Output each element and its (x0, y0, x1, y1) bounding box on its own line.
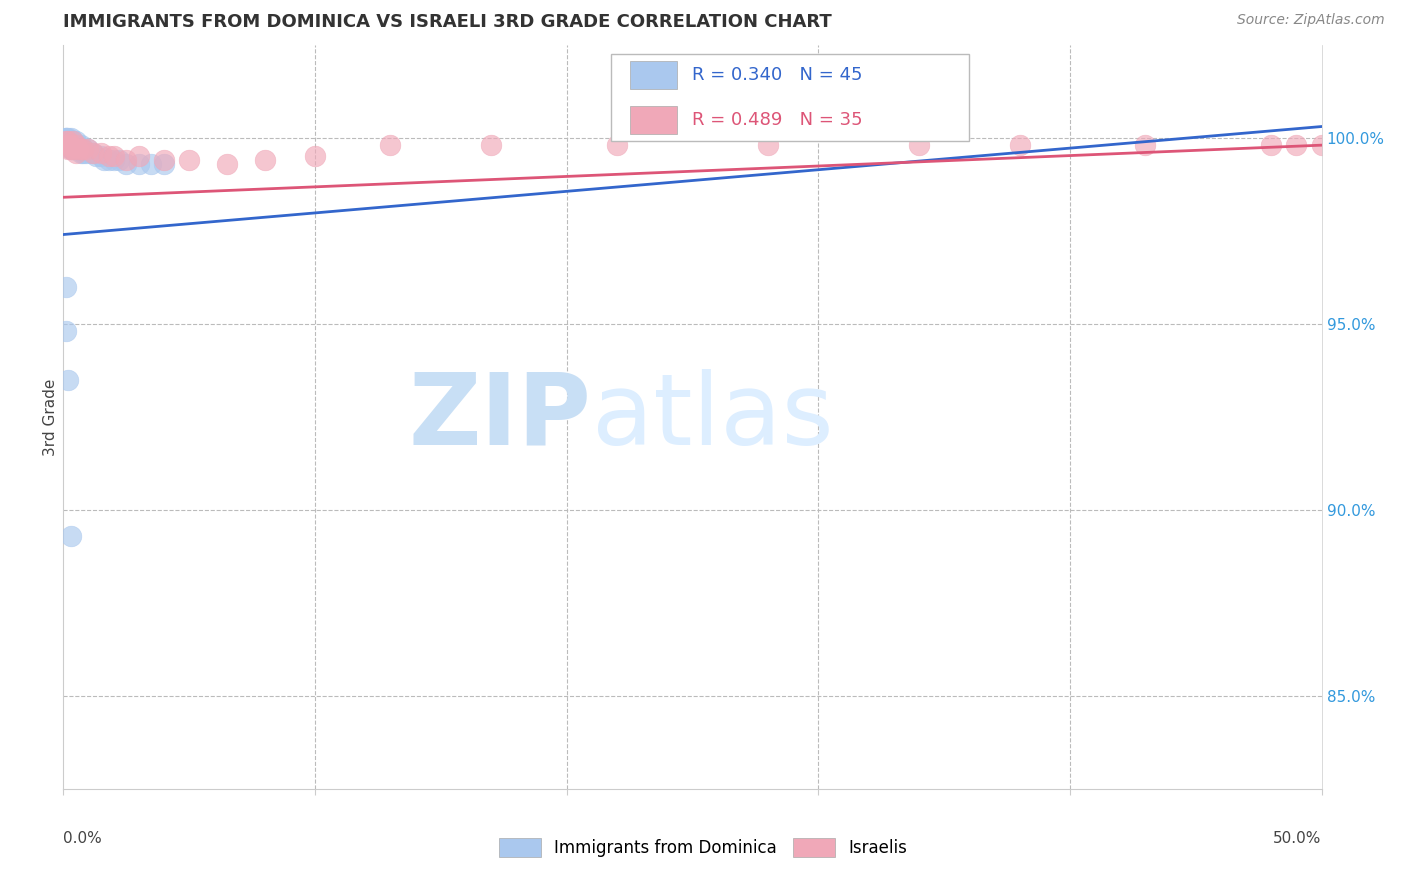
Point (253, 153, 276, 167)
Text: R = 0.340   N = 45: R = 0.340 N = 45 (693, 66, 863, 84)
Point (70, 138, 93, 153)
Point (62, 135, 84, 149)
Point (55, 135, 77, 149)
Point (1135, 138, 1157, 153)
Point (65, 138, 87, 153)
Point (59, 142, 82, 156)
Point (58, 142, 80, 156)
Point (1285, 138, 1308, 153)
Point (59, 138, 82, 153)
Point (128, 149, 150, 163)
Text: Source: ZipAtlas.com: Source: ZipAtlas.com (1237, 13, 1385, 28)
Point (65, 138, 87, 153)
Point (107, 153, 129, 167)
Point (97, 149, 120, 163)
Point (59, 142, 82, 156)
Point (70, 142, 93, 156)
Point (55, 138, 77, 153)
Point (59, 135, 82, 149)
Point (115, 157, 138, 171)
Bar (630, 61, 678, 89)
Point (1008, 138, 1031, 153)
Point (93, 153, 115, 167)
Point (67, 138, 90, 153)
Point (62, 142, 84, 156)
Point (72, 142, 94, 156)
Legend: Immigrants from Dominica, Israelis: Immigrants from Dominica, Israelis (492, 831, 914, 864)
Point (58, 373, 80, 387)
Point (908, 138, 931, 153)
Point (304, 149, 326, 163)
Point (82, 145, 104, 160)
Point (65, 145, 87, 160)
Point (67, 142, 90, 156)
Point (128, 157, 150, 171)
Point (55, 135, 77, 149)
Point (479, 138, 502, 153)
Point (179, 153, 201, 167)
Y-axis label: 3rd Grade: 3rd Grade (42, 378, 58, 456)
Point (59, 135, 82, 149)
Point (82, 145, 104, 160)
Point (59, 529, 82, 543)
Text: R = 0.489   N = 35: R = 0.489 N = 35 (693, 111, 863, 128)
Point (153, 157, 176, 171)
Point (380, 138, 402, 153)
Point (58, 135, 80, 149)
Point (80, 145, 103, 160)
Point (141, 157, 163, 171)
Point (62, 142, 84, 156)
Point (65, 142, 87, 156)
Point (103, 153, 125, 167)
Text: IMMIGRANTS FROM DOMINICA VS ISRAELI 3RD GRADE CORRELATION CHART: IMMIGRANTS FROM DOMINICA VS ISRAELI 3RD … (63, 13, 832, 31)
Point (90, 145, 112, 160)
Point (215, 157, 238, 171)
Text: 50.0%: 50.0% (1274, 831, 1322, 847)
Point (606, 138, 628, 153)
Bar (630, 105, 678, 134)
Point (72, 142, 94, 156)
Point (67, 142, 90, 156)
Point (55, 130, 77, 145)
Point (62, 138, 84, 153)
Point (58, 135, 80, 149)
Point (77, 142, 100, 156)
Point (756, 138, 779, 153)
Point (103, 149, 125, 163)
FancyBboxPatch shape (610, 54, 969, 142)
Point (58, 138, 80, 153)
Point (84, 149, 107, 163)
Point (70, 145, 93, 160)
Point (59, 130, 82, 145)
Point (62, 135, 84, 149)
Point (59, 142, 82, 156)
Point (58, 130, 80, 145)
Point (75, 145, 97, 160)
Text: atlas: atlas (592, 368, 834, 466)
Text: ZIP: ZIP (409, 368, 592, 466)
Point (115, 153, 138, 167)
Point (58, 135, 80, 149)
Point (58, 138, 80, 153)
Point (55, 130, 77, 145)
Point (55, 130, 77, 145)
Point (153, 153, 176, 167)
Point (1260, 138, 1282, 153)
Point (59, 138, 82, 153)
Point (97, 153, 120, 167)
Point (77, 142, 100, 156)
Point (90, 149, 112, 163)
Point (72, 145, 94, 160)
Point (55, 324, 77, 338)
Point (55, 279, 77, 293)
Text: 0.0%: 0.0% (63, 831, 103, 847)
Point (1310, 138, 1333, 153)
Point (65, 135, 87, 149)
